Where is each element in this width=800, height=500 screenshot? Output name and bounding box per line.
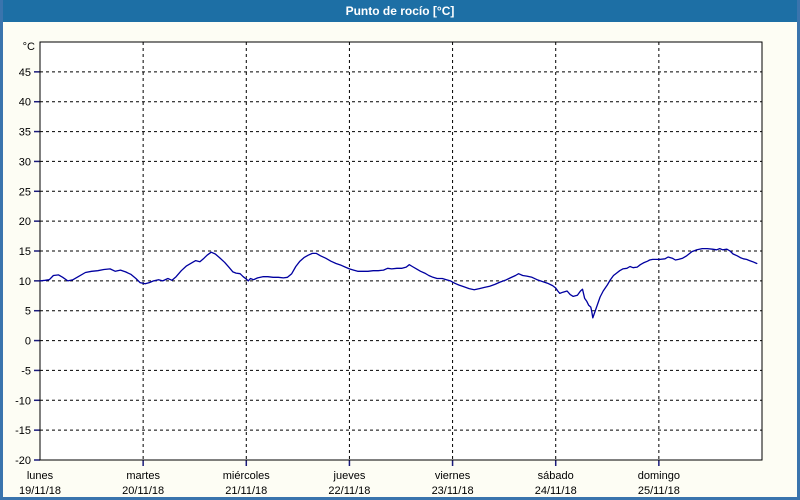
dew-point-line-chart: 45 40 35 30 25 20 15 10 5 0 -5 -10 -15 -20 °C lunes 19/1… <box>15 41 763 497</box>
axis-labels: 45 40 35 30 25 20 15 10 5 0 -5 -10 -15 -20 °C lunes 19/1… <box>15 41 680 497</box>
chart-title-bar: Punto de rocío [°C] <box>3 0 797 22</box>
x-date-label: 23/11/18 <box>432 485 474 497</box>
x-day-label: sábado <box>538 470 574 482</box>
y-tick-label: 25 <box>19 186 31 198</box>
x-day-label: martes <box>126 470 160 482</box>
x-date-label: 21/11/18 <box>225 485 267 497</box>
x-date-label: 22/11/18 <box>328 485 370 497</box>
x-date-label: 25/11/18 <box>638 485 680 497</box>
x-day-label: jueves <box>333 470 366 482</box>
y-tick-label: 35 <box>19 127 31 139</box>
y-tick-label: -15 <box>15 425 31 437</box>
plot-frame <box>39 41 763 461</box>
x-day-label: viernes <box>435 470 471 482</box>
y-tick-label: 0 <box>25 336 31 348</box>
x-day-label: miércoles <box>223 470 271 482</box>
x-day-label: domingo <box>638 470 680 482</box>
y-tick-label: -10 <box>15 395 31 407</box>
y-tick-label: 40 <box>19 97 31 109</box>
y-tick-label: 20 <box>19 216 31 228</box>
x-date-label: 20/11/18 <box>122 485 164 497</box>
chart-title: Punto de rocío [°C] <box>345 4 455 18</box>
y-axis-unit-label: °C <box>23 41 35 53</box>
x-date-label: 24/11/18 <box>535 485 577 497</box>
dew-point-series-line <box>39 247 758 319</box>
y-tick-label: -5 <box>21 365 31 377</box>
y-tick-label: -20 <box>15 455 31 467</box>
y-tick-label: 10 <box>19 276 31 288</box>
y-tick-label: 15 <box>19 246 31 258</box>
y-tick-label: 5 <box>25 306 31 318</box>
y-tick-label: 45 <box>19 67 31 79</box>
gridlines <box>34 42 762 466</box>
x-day-label: lunes <box>27 470 54 482</box>
x-date-label: 19/11/18 <box>19 485 61 497</box>
y-tick-label: 30 <box>19 156 31 168</box>
plot-area: 45 40 35 30 25 20 15 10 5 0 -5 -10 -15 -20 °C lunes 19/1… <box>3 22 797 497</box>
